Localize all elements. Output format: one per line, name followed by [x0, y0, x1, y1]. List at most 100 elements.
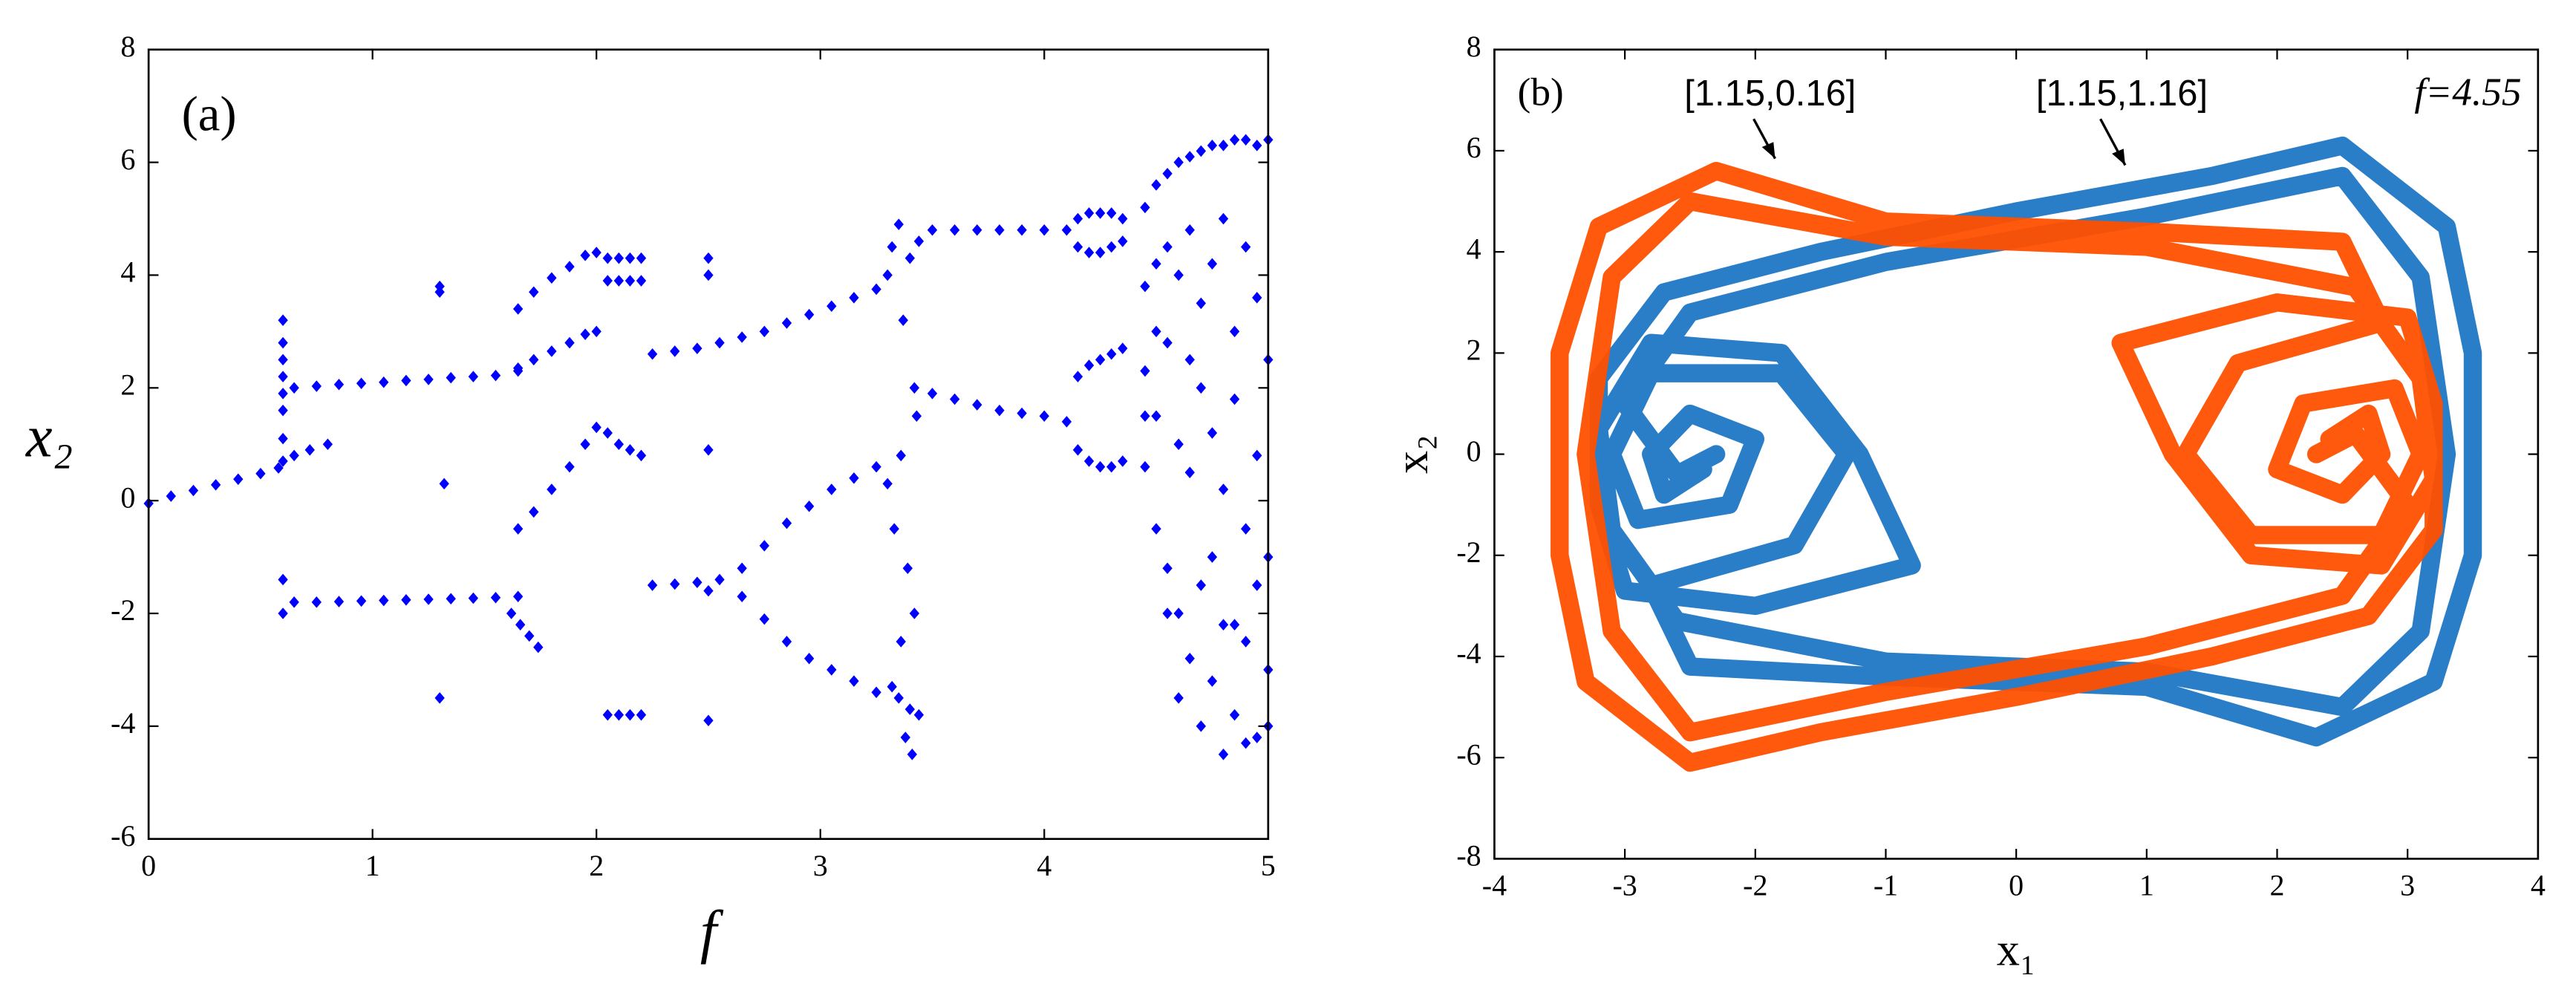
- point: [602, 275, 613, 287]
- point: [1196, 720, 1207, 732]
- point: [1061, 224, 1072, 236]
- point: [1106, 348, 1117, 360]
- point: [564, 336, 575, 349]
- trajectory: [1551, 161, 2443, 772]
- point: [907, 749, 918, 760]
- point: [580, 438, 590, 451]
- point: [1218, 140, 1229, 151]
- point: [1218, 619, 1229, 630]
- point: [1151, 258, 1161, 270]
- point: [1184, 151, 1195, 163]
- point: [1229, 708, 1240, 721]
- point: [889, 523, 899, 535]
- point: [826, 483, 837, 495]
- y-axis-label: x₂: [25, 404, 73, 469]
- point: [759, 325, 770, 338]
- point: [304, 444, 315, 456]
- point: [356, 595, 367, 607]
- x-tick-label: -1: [1874, 869, 1898, 902]
- point: [949, 393, 960, 405]
- point: [564, 460, 575, 473]
- arrow-head: [1761, 142, 1776, 159]
- y-tick-label: -8: [1456, 839, 1481, 873]
- point: [826, 300, 837, 313]
- point: [692, 576, 702, 589]
- point: [580, 328, 590, 340]
- point: [703, 269, 714, 281]
- x-tick-label: 3: [813, 849, 828, 882]
- point: [278, 336, 288, 349]
- point: [533, 641, 544, 654]
- y-tick-label: 0: [120, 480, 135, 514]
- point: [703, 252, 714, 264]
- point: [423, 593, 434, 605]
- point: [737, 590, 747, 603]
- point: [401, 374, 411, 387]
- point: [278, 353, 288, 366]
- point: [1162, 562, 1173, 575]
- point: [547, 272, 557, 284]
- annotation: f=4.55: [2414, 69, 2521, 114]
- y-tick-label: 4: [1467, 232, 1481, 265]
- x-tick-label: -2: [1743, 869, 1767, 902]
- y-tick-label: -4: [111, 706, 135, 740]
- plot-frame: [147, 48, 1270, 841]
- point: [636, 449, 647, 462]
- point: [1151, 410, 1161, 423]
- point: [1207, 140, 1218, 151]
- point: [1229, 393, 1240, 405]
- y-tick-label: -6: [111, 819, 135, 853]
- point: [188, 484, 199, 497]
- point: [893, 692, 904, 704]
- point: [333, 378, 345, 391]
- point: [781, 636, 792, 648]
- x-axis-label: x₁: [1997, 925, 2036, 976]
- point: [849, 472, 859, 484]
- point: [871, 283, 881, 296]
- point: [803, 308, 815, 321]
- point: [602, 708, 613, 721]
- point: [490, 591, 501, 604]
- point: [289, 382, 299, 394]
- point: [737, 562, 747, 575]
- point: [849, 292, 859, 304]
- point: [278, 404, 288, 417]
- point: [1240, 134, 1251, 146]
- x-tick-label: 0: [141, 849, 156, 882]
- point: [1229, 325, 1240, 338]
- point: [803, 500, 815, 512]
- point: [529, 353, 539, 366]
- point: [1207, 258, 1218, 270]
- point: [468, 371, 479, 382]
- point: [1072, 241, 1083, 253]
- point: [1173, 438, 1184, 451]
- point: [333, 596, 345, 607]
- point: [1252, 292, 1262, 304]
- point: [1240, 523, 1251, 535]
- y-axis-label: x₂: [1387, 434, 1438, 474]
- point: [512, 303, 524, 315]
- point: [1095, 460, 1106, 473]
- x-tick-label: -4: [1482, 869, 1507, 902]
- x-tick-label: 4: [1037, 849, 1051, 882]
- point: [278, 314, 288, 326]
- point: [1196, 297, 1207, 310]
- point: [1083, 455, 1095, 467]
- point: [781, 317, 792, 329]
- point: [896, 449, 906, 462]
- point: [896, 636, 906, 648]
- x-tick-label: 0: [2009, 869, 2024, 902]
- x-tick-label: 2: [2269, 869, 2284, 902]
- x-axis-label: f: [700, 900, 724, 965]
- point: [1118, 212, 1128, 225]
- y-tick-label: 4: [120, 255, 135, 289]
- point: [1106, 241, 1117, 253]
- point: [1083, 247, 1095, 258]
- point: [1184, 353, 1195, 366]
- point: [1173, 156, 1184, 169]
- point: [1196, 579, 1207, 591]
- point: [1162, 336, 1173, 349]
- panel-label: (b): [1518, 69, 1564, 114]
- x-tick-label: 4: [2531, 869, 2546, 902]
- point: [882, 269, 893, 281]
